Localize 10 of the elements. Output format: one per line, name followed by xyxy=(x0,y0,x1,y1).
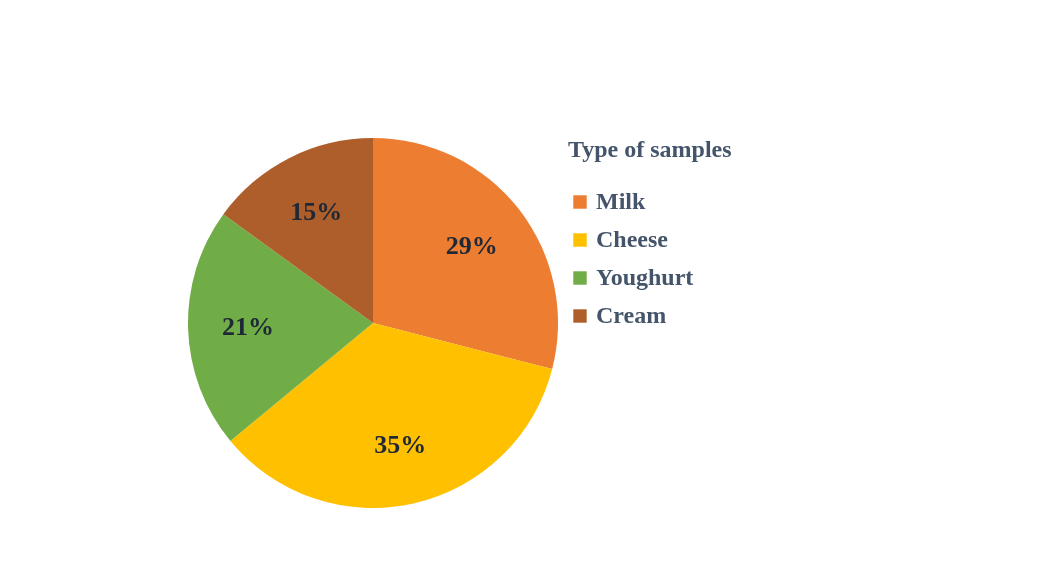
data-label: 15% xyxy=(290,196,343,226)
data-label: 21% xyxy=(222,311,275,341)
data-label: 35% xyxy=(374,429,427,459)
legend-label: Cheese xyxy=(596,226,669,252)
legend-label: Youghurt xyxy=(596,264,694,290)
pie-slice xyxy=(373,138,558,370)
legend-label: Milk xyxy=(596,188,646,214)
legend-label: Cream xyxy=(596,302,667,328)
data-label: 29% xyxy=(445,231,498,261)
legend-title: Type of samples xyxy=(568,136,732,162)
